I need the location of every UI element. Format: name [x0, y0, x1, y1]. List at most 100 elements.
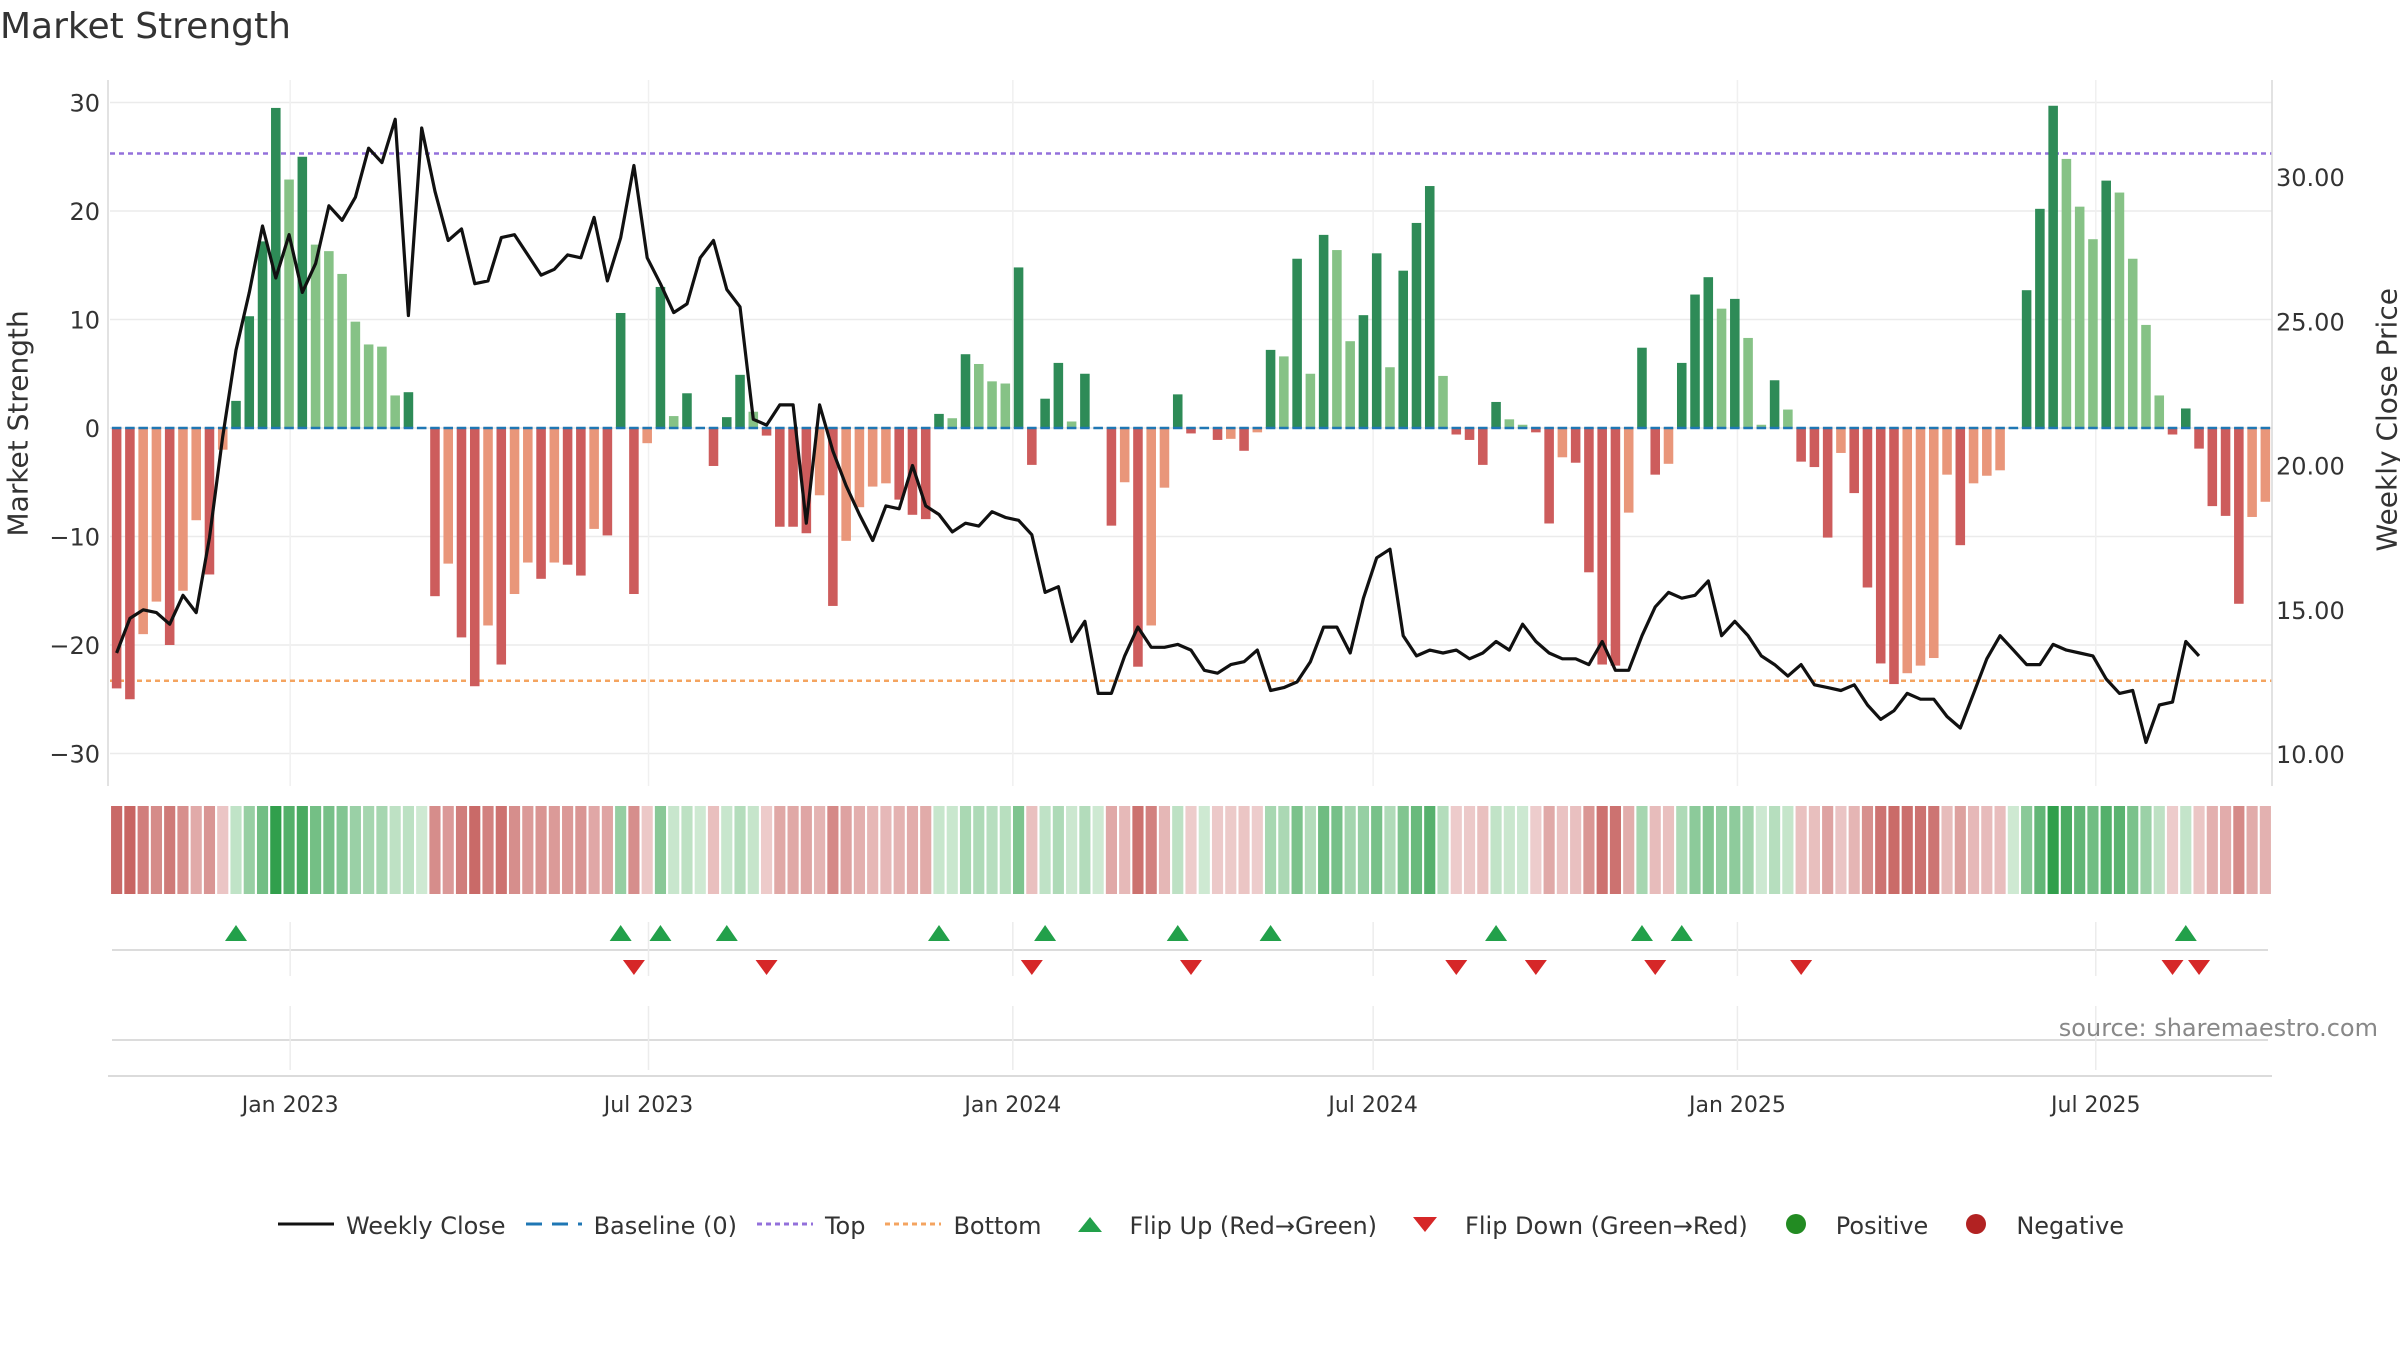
heat-cell	[1609, 806, 1622, 894]
strength-bar	[138, 428, 148, 635]
flip-up-marker	[1485, 925, 1508, 941]
heat-cell	[2074, 806, 2086, 894]
flip-down-marker	[2161, 960, 2184, 975]
heat-cell	[535, 806, 547, 894]
heat-cell	[1172, 806, 1184, 894]
strength-bar	[1968, 428, 1979, 484]
legend-item-flip-down: Flip Down (Green→Red)	[1395, 1212, 1748, 1240]
strength-bar	[761, 428, 772, 436]
heat-cell	[2140, 806, 2152, 894]
legend-item-close: Weekly Close	[276, 1212, 506, 1240]
strength-bar	[1531, 428, 1541, 433]
heat-cell	[1265, 806, 1277, 894]
strength-bar	[523, 428, 533, 563]
y-left-tick-label: 30	[69, 90, 100, 118]
heat-cell	[1357, 806, 1370, 894]
heat-cell	[1782, 806, 1794, 894]
strength-bar	[324, 251, 334, 428]
heat-cell	[1530, 806, 1542, 894]
heat-cell	[1755, 806, 1767, 894]
strength-bar	[1982, 428, 1992, 476]
heat-cell	[416, 806, 428, 894]
legend: Weekly Close Baseline (0) Top Bottom Flip Up…	[0, 1206, 2400, 1246]
heat-cell	[1954, 806, 1966, 894]
strength-bar	[456, 428, 467, 638]
heat-cell	[349, 806, 361, 894]
heat-cell	[1079, 806, 1091, 894]
strength-bar	[483, 428, 493, 626]
heat-cell	[1556, 806, 1568, 894]
y-left-tick-label: −30	[49, 741, 100, 769]
reference-lines	[110, 152, 2272, 683]
heat-cell	[2220, 806, 2232, 894]
strength-bar	[2154, 395, 2165, 428]
heat-cell	[310, 806, 322, 894]
heat-cell	[562, 806, 574, 894]
heat-cell	[1225, 806, 1237, 894]
strength-bar	[257, 241, 268, 428]
strength-bar	[1119, 428, 1130, 483]
strength-bar	[920, 428, 931, 520]
strength-bar	[721, 417, 732, 428]
heat-cell	[747, 806, 759, 894]
strength-bar	[1451, 428, 1462, 435]
heat-cell	[840, 806, 852, 894]
y-left-tick-label: 10	[69, 307, 100, 335]
heat-cell	[508, 806, 521, 894]
strength-bar	[1040, 398, 1050, 428]
heat-cell	[1158, 806, 1171, 894]
flip-down-marker	[1790, 960, 1813, 975]
heat-cell	[1769, 806, 1781, 894]
heat-cell	[707, 806, 720, 894]
strength-bar	[536, 428, 546, 579]
strength-bar	[1995, 428, 2005, 471]
strength-bar	[1756, 424, 1767, 428]
strength-bar	[2260, 428, 2271, 502]
strength-bar	[629, 428, 639, 595]
heat-cell	[1132, 806, 1144, 894]
flip-down-marker	[1524, 960, 1547, 975]
flip-up-marker	[225, 925, 248, 941]
source-note: source: sharemaestro.com	[2058, 1014, 2378, 1042]
heat-cell	[190, 806, 202, 894]
strength-bar	[1305, 373, 1316, 428]
heat-cell	[1967, 806, 1980, 894]
heat-cell	[880, 806, 892, 894]
strength-bar	[1053, 362, 1064, 428]
heat-cell	[482, 806, 494, 894]
strength-bar	[881, 428, 891, 484]
strength-bar	[164, 428, 175, 645]
heat-cell	[2206, 806, 2218, 894]
strength-bar	[1610, 428, 1621, 666]
heat-cell	[1026, 806, 1038, 894]
heat-cell	[1211, 806, 1224, 894]
flip-up-marker	[1259, 925, 1282, 941]
heat-cell	[734, 806, 746, 894]
heat-cell	[1066, 806, 1078, 894]
strength-bar	[191, 428, 201, 521]
strength-bar	[151, 428, 162, 602]
flip-down-marker	[1020, 960, 1043, 975]
strength-bar	[1822, 428, 1833, 538]
strength-bar	[2074, 206, 2085, 428]
heat-cell	[1331, 806, 1343, 894]
strength-bar	[1080, 373, 1090, 428]
flip-down-marker	[1180, 960, 1202, 975]
legend-swatch-flip-down	[1395, 1212, 1465, 1240]
heat-cell	[1715, 806, 1728, 894]
strength-bar	[1849, 428, 1859, 494]
heat-cell	[1463, 806, 1476, 894]
heat-cell	[575, 806, 587, 894]
heat-cell	[1543, 806, 1555, 894]
strength-bar	[509, 428, 520, 595]
heat-cell	[1822, 806, 1834, 894]
x-tick-label: Jan 2025	[1687, 1093, 1786, 1118]
strength-bar	[2048, 105, 2058, 428]
strength-bar	[1398, 270, 1408, 428]
legend-label: Negative	[2016, 1212, 2125, 1240]
strength-bar	[1889, 428, 1899, 685]
heat-cell	[1994, 806, 2006, 894]
strength-bar	[284, 179, 294, 428]
flip-down-marker	[1644, 960, 1667, 975]
legend-item-baseline: Baseline (0)	[524, 1212, 737, 1240]
